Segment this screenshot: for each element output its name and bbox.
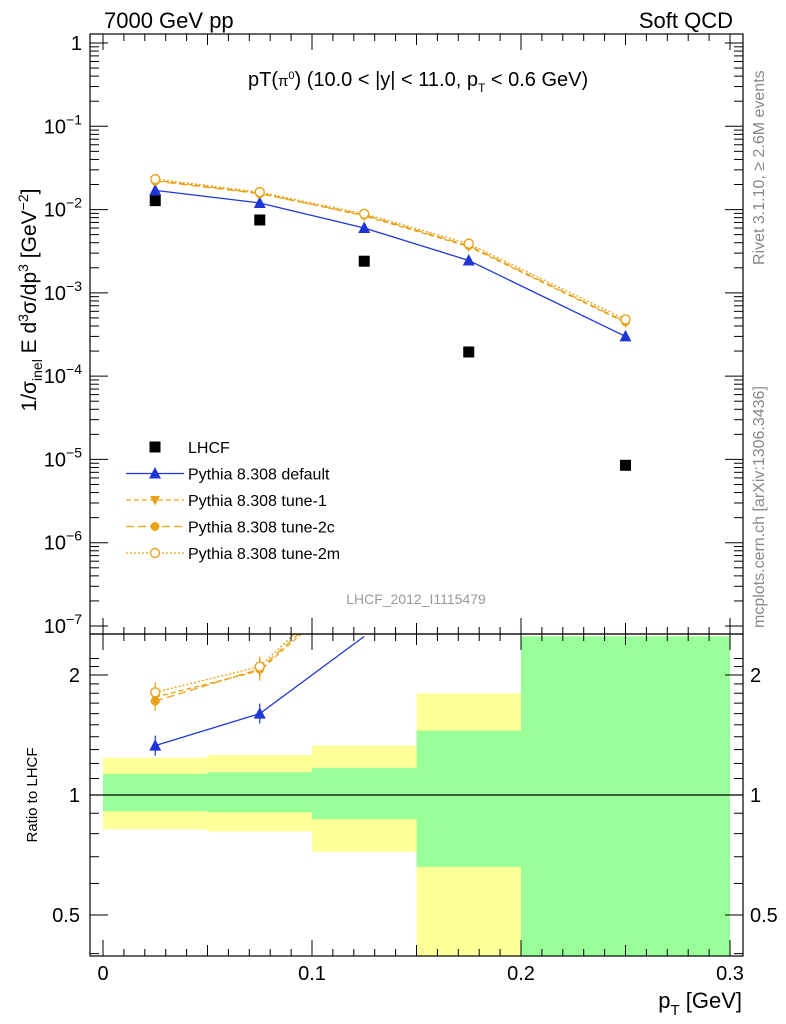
tick-label: 2 bbox=[69, 665, 80, 687]
point-0-4 bbox=[620, 459, 631, 471]
band-inner bbox=[312, 767, 417, 820]
ratio-point-0-1 bbox=[253, 707, 266, 719]
band-inner bbox=[207, 772, 312, 813]
legend-marker-2 bbox=[150, 496, 160, 506]
tick-label: 10−3 bbox=[44, 278, 82, 305]
point-0-1 bbox=[254, 214, 266, 226]
series-line-3 bbox=[155, 180, 626, 323]
ratio-uncertainty-bands bbox=[103, 636, 730, 956]
tick-label: 10−4 bbox=[44, 361, 82, 388]
tick-label: 10−5 bbox=[44, 444, 82, 471]
axis-ticks bbox=[90, 34, 743, 956]
point-4-4 bbox=[620, 314, 631, 325]
band-inner bbox=[416, 730, 521, 867]
band-inner bbox=[103, 773, 208, 812]
tick-label: 10−1 bbox=[44, 111, 82, 138]
tick-label: 1 bbox=[69, 785, 80, 807]
ratio-ylabel: Ratio to LHCF bbox=[24, 747, 41, 842]
legend-marker-1 bbox=[149, 467, 161, 479]
point-4-2 bbox=[359, 208, 370, 219]
tick-label: 1 bbox=[750, 785, 761, 807]
legend-marker-3 bbox=[150, 522, 160, 531]
rivet-label: Rivet 3.1.10, ≥ 2.6M events bbox=[751, 70, 768, 265]
axis-tick-labels: 1 10−1 10−2 10−3 10−4 10−5 10−6 10−7 0.5 0.5 1 1 2 2 0… bbox=[44, 33, 778, 985]
tick-label: 0.3 bbox=[716, 963, 744, 985]
point-1-3 bbox=[462, 253, 475, 266]
tick-label: 10−6 bbox=[44, 528, 82, 555]
point-4-0 bbox=[150, 173, 161, 185]
ratio-point-3-1 bbox=[254, 661, 265, 672]
header-right: Soft QCD bbox=[639, 8, 733, 33]
point-4-3 bbox=[463, 238, 474, 249]
point-1-0 bbox=[149, 183, 162, 196]
tick-label: 10−7 bbox=[44, 611, 82, 638]
ratio-point-3-0 bbox=[150, 687, 161, 698]
series-line-1 bbox=[155, 189, 626, 337]
point-0-2 bbox=[358, 255, 370, 267]
tick-label: 0 bbox=[97, 963, 108, 985]
legend-label: Pythia 8.308 tune-2c bbox=[188, 520, 335, 537]
tick-label: 2 bbox=[750, 665, 761, 687]
main-ylabel: 1/σinel E d3σ/dp3 [GeV−2] bbox=[15, 189, 45, 412]
legend-label: Pythia 8.308 tune-2m bbox=[188, 546, 340, 563]
band-inner bbox=[521, 636, 730, 956]
analysis-watermark: LHCF_2012_I1115479 bbox=[346, 591, 486, 607]
point-4-1 bbox=[254, 186, 265, 198]
plot-title: pT(π0) (10.0 < |y| < 11.0, pT < 0.6 GeV) bbox=[248, 69, 588, 95]
legend-label: Pythia 8.308 tune-1 bbox=[188, 493, 327, 510]
header-left: 7000 GeV pp bbox=[104, 8, 234, 33]
point-0-0 bbox=[149, 195, 161, 207]
ratio-point-0-0 bbox=[149, 739, 162, 751]
tick-label: 0.1 bbox=[298, 963, 326, 985]
xlabel: pT [GeV] bbox=[658, 988, 742, 1019]
tick-label: 10−2 bbox=[44, 195, 82, 222]
tick-label: 0.5 bbox=[750, 905, 778, 927]
series-line-2 bbox=[155, 179, 626, 324]
tick-label: 1 bbox=[71, 33, 82, 55]
series-line-4 bbox=[155, 178, 626, 320]
legend: LHCF Pythia 8.308 default Pythia 8.308 tun… bbox=[126, 440, 340, 563]
point-1-1 bbox=[253, 196, 266, 208]
tick-label: 0.2 bbox=[507, 963, 535, 985]
legend-label: LHCF bbox=[188, 440, 230, 457]
legend-label: Pythia 8.308 default bbox=[188, 467, 330, 484]
mcplots-label: mcplots.cern.ch [arXiv:1306.3436] bbox=[751, 386, 768, 628]
ratio-series bbox=[149, 634, 365, 756]
main-series bbox=[149, 173, 632, 471]
point-1-2 bbox=[358, 221, 371, 234]
main-frame bbox=[89, 33, 744, 635]
ratio-line-0 bbox=[155, 635, 365, 747]
legend-marker-4 bbox=[149, 547, 161, 559]
point-0-3 bbox=[463, 346, 475, 358]
legend-marker-0 bbox=[149, 441, 161, 453]
point-1-4 bbox=[619, 329, 632, 342]
tick-label: 0.5 bbox=[52, 905, 80, 927]
